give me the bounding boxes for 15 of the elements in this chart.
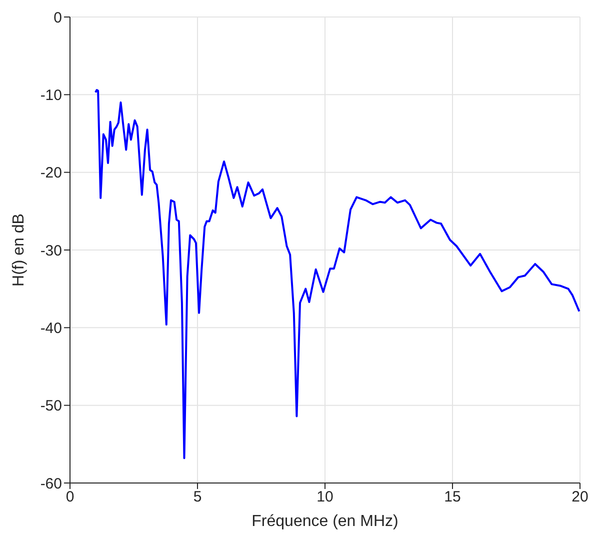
y-tick-label: -30 (40, 242, 62, 260)
y-tick-label: -60 (40, 475, 62, 492)
y-axis-title: H(f) en dB (10, 214, 28, 286)
x-tick-label: 20 (572, 488, 588, 506)
x-tick-label: 10 (316, 488, 334, 506)
line-series (94, 89, 580, 460)
y-tick-label: -10 (40, 86, 62, 104)
y-tick-label: -50 (40, 398, 62, 415)
y-tick-label: 0 (54, 9, 62, 26)
y-tick-label: -40 (40, 320, 62, 337)
x-axis-title: Fréquence (en MHz) (252, 513, 398, 530)
x-tick-label: 5 (193, 488, 202, 506)
y-tick-label: -20 (40, 164, 62, 182)
x-tick-label: 0 (66, 488, 74, 506)
x-tick-label: 15 (444, 488, 461, 506)
